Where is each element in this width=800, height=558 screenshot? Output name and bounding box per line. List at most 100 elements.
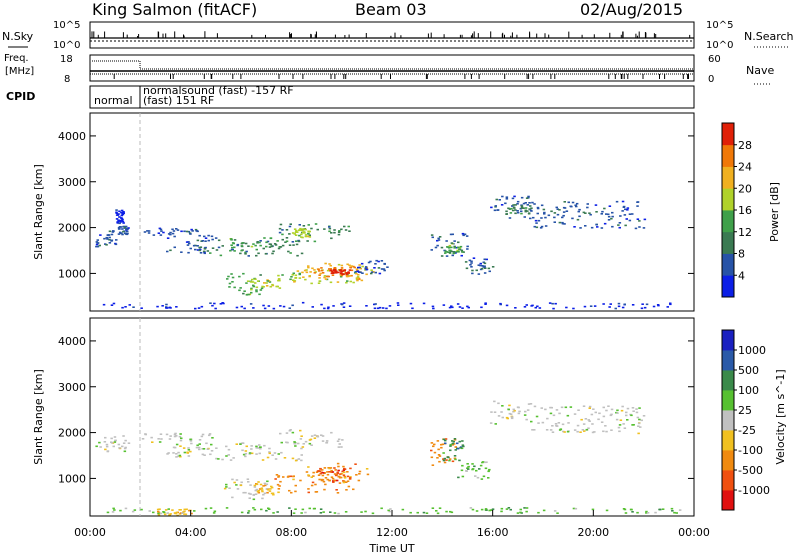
- range-cell: [549, 429, 553, 431]
- colorbar-swatch: [722, 210, 734, 233]
- range-cell: [328, 479, 331, 482]
- range-cell: [551, 302, 554, 305]
- range-cell: [544, 216, 547, 219]
- range-cell: [452, 443, 456, 445]
- range-cell: [276, 483, 280, 486]
- range-cell: [471, 508, 475, 511]
- range-cell: [517, 412, 521, 415]
- range-cell: [208, 433, 212, 435]
- range-cell: [117, 213, 120, 215]
- range-cell: [458, 248, 461, 251]
- nave-tick-top: 60: [708, 54, 721, 65]
- range-cell: [447, 251, 450, 253]
- range-cell: [334, 469, 337, 471]
- range-cell: [340, 446, 343, 448]
- range-cell: [512, 410, 515, 413]
- range-cell: [300, 435, 303, 437]
- range-cell: [360, 262, 364, 265]
- range-cell: [311, 306, 314, 308]
- range-cell: [342, 465, 345, 468]
- range-cell: [483, 262, 487, 265]
- range-cell: [608, 205, 612, 207]
- range-cell: [552, 414, 556, 417]
- range-cell: [187, 241, 190, 243]
- range-cell: [507, 507, 511, 509]
- range-cell: [551, 425, 554, 427]
- range-cell: [623, 303, 626, 306]
- range-cell: [289, 252, 292, 254]
- range-cell: [187, 455, 191, 457]
- range-cell: [190, 442, 193, 445]
- range-cell: [328, 226, 331, 228]
- range-cell: [318, 478, 321, 481]
- range-cell: [217, 458, 220, 460]
- range-cell: [508, 404, 511, 407]
- range-cell: [472, 257, 476, 259]
- range-cell: [451, 442, 454, 445]
- range-cell: [133, 509, 137, 511]
- x-tick-label: 08:00: [275, 526, 307, 539]
- range-cell: [516, 210, 519, 212]
- range-cell: [638, 418, 641, 421]
- range-cell: [356, 270, 360, 272]
- range-cell: [232, 457, 235, 459]
- range-cell: [338, 230, 341, 232]
- range-cell: [501, 416, 504, 419]
- range-cell: [526, 210, 529, 212]
- range-cell: [193, 510, 196, 512]
- range-cell: [513, 207, 516, 209]
- range-cell: [235, 484, 238, 486]
- range-cell: [340, 264, 344, 267]
- range-cell: [462, 251, 465, 253]
- range-cell: [291, 457, 295, 460]
- range-cell: [302, 276, 305, 278]
- range-cell: [345, 481, 348, 483]
- range-cell: [461, 232, 465, 235]
- range-cell: [480, 306, 483, 309]
- range-cell: [554, 423, 558, 425]
- range-cell: [297, 458, 301, 460]
- range-cell: [493, 411, 497, 413]
- range-cell: [330, 270, 334, 273]
- range-cell: [274, 244, 278, 246]
- range-cell: [318, 277, 321, 279]
- range-cell: [277, 488, 281, 490]
- range-cell: [262, 304, 265, 307]
- range-cell: [669, 302, 672, 305]
- range-cell: [244, 450, 248, 452]
- range-cell: [537, 219, 541, 222]
- range-cell: [355, 278, 359, 281]
- range-cell: [436, 512, 440, 515]
- range-cell: [171, 509, 174, 511]
- range-cell: [302, 231, 305, 233]
- range-cell: [252, 307, 255, 309]
- range-cell: [553, 212, 557, 214]
- range-cell: [252, 507, 255, 509]
- range-cell: [209, 302, 212, 304]
- range-cell: [616, 409, 619, 412]
- range-cell: [108, 236, 111, 239]
- range-cell: [308, 442, 312, 445]
- range-cell: [122, 442, 126, 444]
- range-cell: [531, 304, 534, 307]
- range-cell: [118, 210, 121, 213]
- y-tick-label: 1000: [58, 267, 86, 280]
- range-cell: [152, 234, 156, 236]
- range-cell: [528, 208, 531, 210]
- range-cell: [347, 225, 350, 228]
- range-cell: [435, 510, 438, 512]
- range-cell: [165, 303, 168, 306]
- range-cell: [444, 439, 447, 442]
- y-tick-label: 3000: [58, 176, 86, 189]
- range-cell: [374, 271, 377, 274]
- range-cell: [308, 507, 311, 510]
- range-cell: [456, 249, 459, 252]
- range-cell: [323, 307, 326, 310]
- range-cell: [318, 274, 321, 276]
- range-cell: [459, 245, 463, 248]
- range-cell: [356, 279, 359, 282]
- range-cell: [553, 216, 556, 219]
- range-cell: [582, 423, 586, 425]
- range-cell: [465, 267, 469, 270]
- range-cell: [337, 512, 340, 515]
